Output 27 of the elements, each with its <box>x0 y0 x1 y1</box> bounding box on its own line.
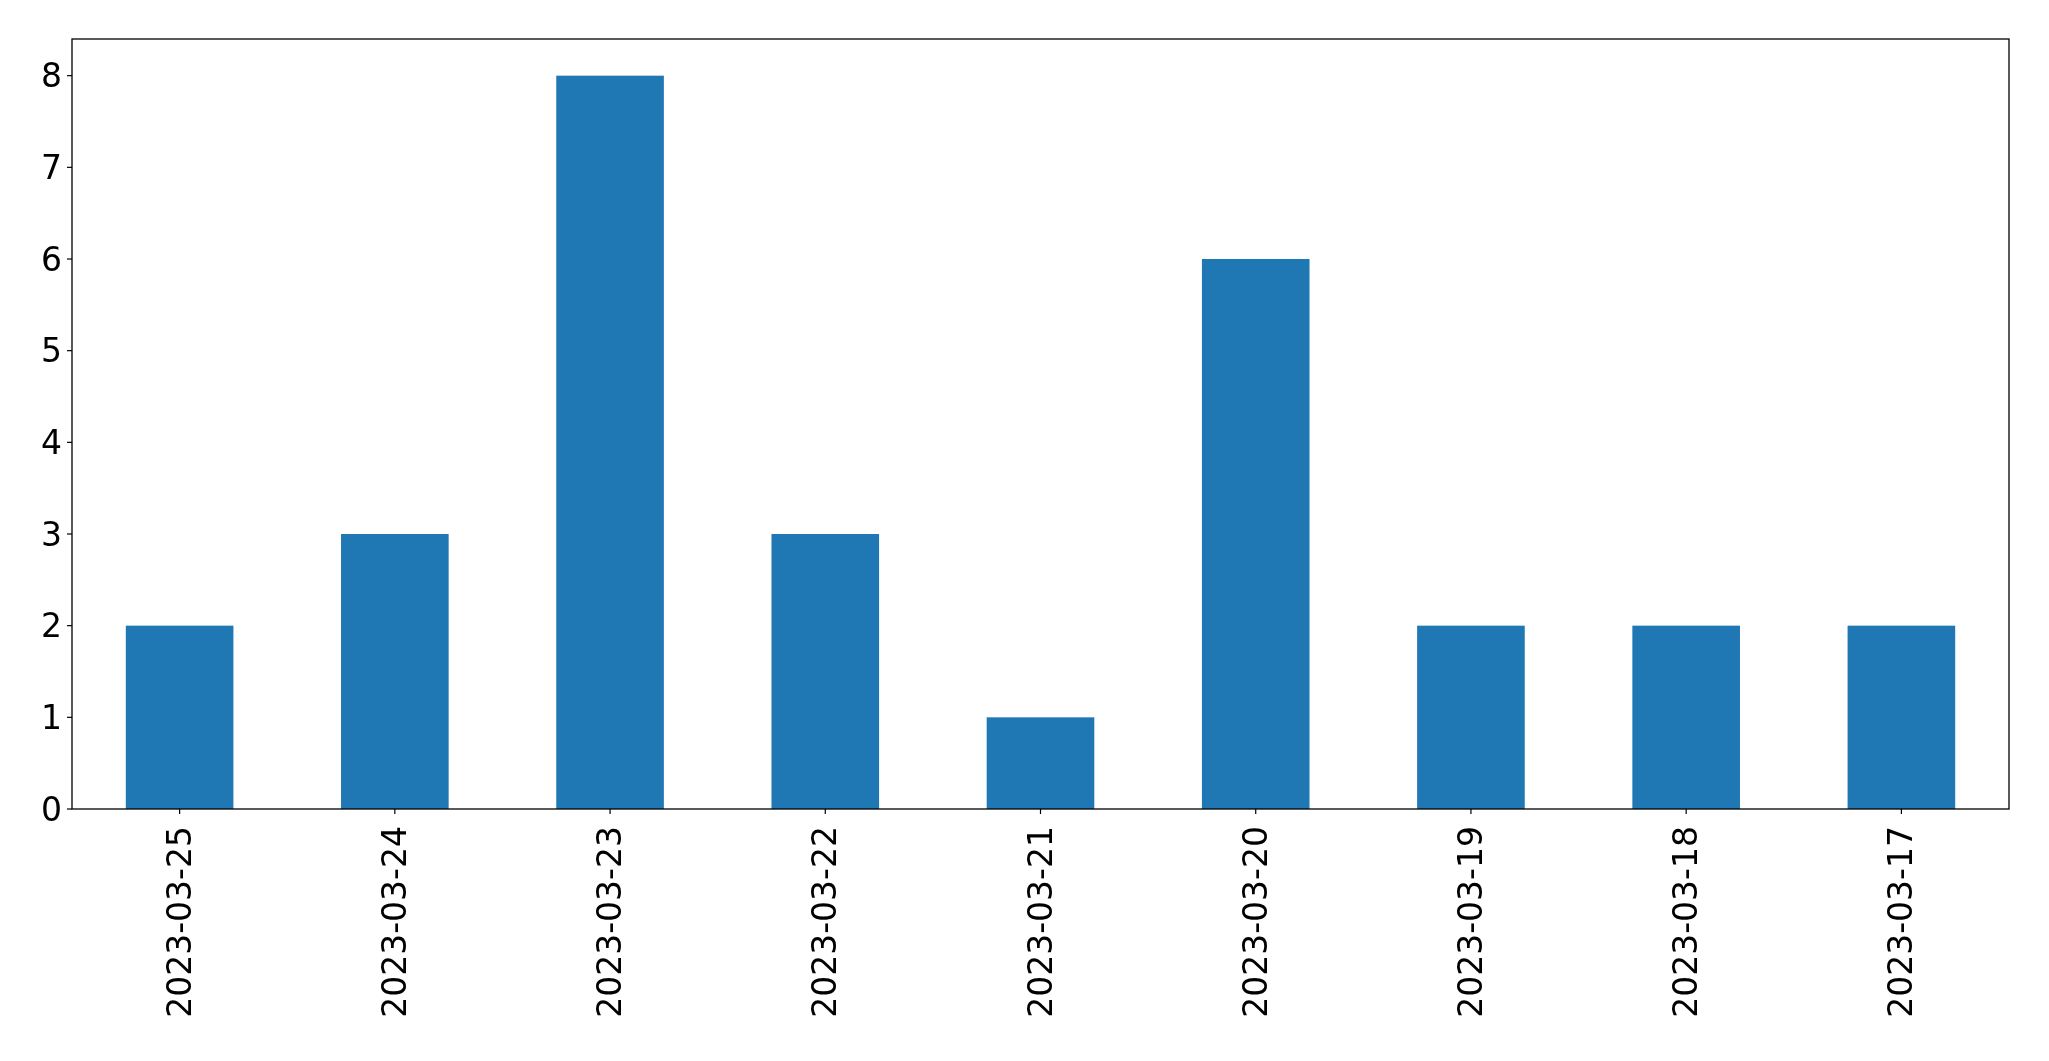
bar <box>1417 625 1525 809</box>
x-tick-label: 2023-03-17 <box>1881 826 1921 1018</box>
y-tick-label: 7 <box>41 147 62 187</box>
x-tick-label: 2023-03-19 <box>1450 826 1490 1018</box>
y-tick-label: 5 <box>41 331 62 371</box>
y-tick-label: 4 <box>41 422 62 462</box>
x-tick-label: 2023-03-25 <box>159 826 199 1018</box>
x-tick-label: 2023-03-24 <box>374 826 414 1018</box>
bar <box>986 717 1095 809</box>
x-tick-label: 2023-03-22 <box>805 826 845 1018</box>
x-tick-label: 2023-03-23 <box>590 826 630 1018</box>
y-tick-label: 2 <box>41 606 62 646</box>
bar <box>1201 259 1310 809</box>
bar <box>556 75 664 809</box>
x-tick-label: 2023-03-21 <box>1020 826 1060 1018</box>
bar <box>1847 625 1956 809</box>
bar <box>341 534 449 809</box>
bar <box>1632 625 1740 809</box>
x-tick-label: 2023-03-20 <box>1235 826 1275 1018</box>
y-tick-label: 1 <box>41 697 62 737</box>
bar <box>125 625 234 809</box>
y-tick-label: 6 <box>41 239 62 279</box>
y-tick-label: 0 <box>41 789 62 829</box>
x-tick-label: 2023-03-18 <box>1666 826 1706 1018</box>
y-tick-label: 8 <box>41 56 62 96</box>
y-tick-label: 3 <box>41 514 62 554</box>
bar <box>771 534 880 809</box>
